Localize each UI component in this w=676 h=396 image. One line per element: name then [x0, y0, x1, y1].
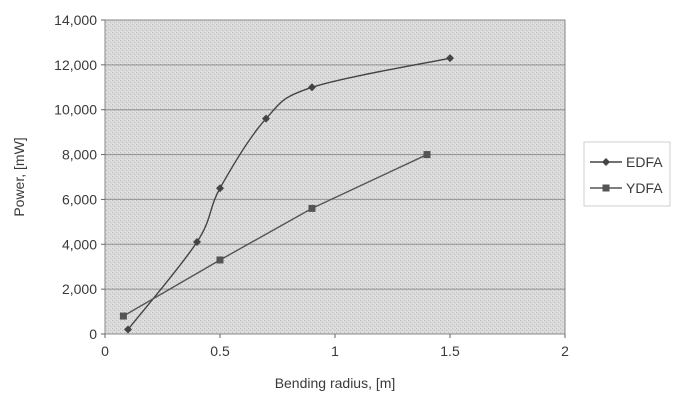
legend-label-edfa: EDFA [626, 154, 663, 170]
x-tick-label: 0.5 [210, 343, 230, 359]
legend-marker-ydfa [602, 184, 610, 192]
series-line-ydfa [123, 153, 428, 317]
legend-marker-edfa [602, 158, 610, 166]
y-tick-label: 4,000 [62, 236, 97, 252]
y-tick-label: 0 [89, 326, 97, 342]
x-axis-ticks: 0 0.5 1 1.5 2 [101, 334, 569, 359]
legend-box [583, 141, 671, 207]
y-tick-label: 10,000 [54, 102, 97, 118]
x-tick-label: 0 [101, 343, 109, 359]
data-point-edfa [308, 83, 316, 92]
y-axis-title: Power, [mW] [11, 137, 27, 216]
x-axis-title: Bending radius, [m] [275, 375, 396, 391]
data-point-edfa [124, 325, 132, 334]
y-tick-label: 6,000 [62, 191, 97, 207]
legend: EDFA YDFA [583, 141, 671, 207]
x-tick-label: 1.5 [440, 343, 460, 359]
data-point-edfa [262, 114, 270, 123]
x-tick-label: 1 [331, 343, 339, 359]
legend-label-ydfa: YDFA [626, 180, 663, 196]
data-point-ydfa [308, 204, 316, 212]
data-point-ydfa [119, 312, 127, 320]
data-point-ydfa [423, 151, 431, 159]
data-point-edfa [216, 184, 224, 193]
y-tick-label: 2,000 [62, 281, 97, 297]
series-layer [119, 54, 454, 334]
y-axis-ticks: 0 2,000 4,000 6,000 8,000 10,000 12,000 14,000 [54, 12, 105, 342]
data-point-edfa [193, 238, 201, 247]
y-tick-label: 14,000 [54, 12, 97, 28]
data-point-edfa [446, 54, 454, 63]
series-line-edfa [127, 57, 451, 330]
y-tick-label: 12,000 [54, 57, 97, 73]
data-point-ydfa [216, 256, 224, 264]
x-tick-label: 2 [561, 343, 569, 359]
gridlines [105, 64, 565, 290]
y-tick-label: 8,000 [62, 147, 97, 163]
